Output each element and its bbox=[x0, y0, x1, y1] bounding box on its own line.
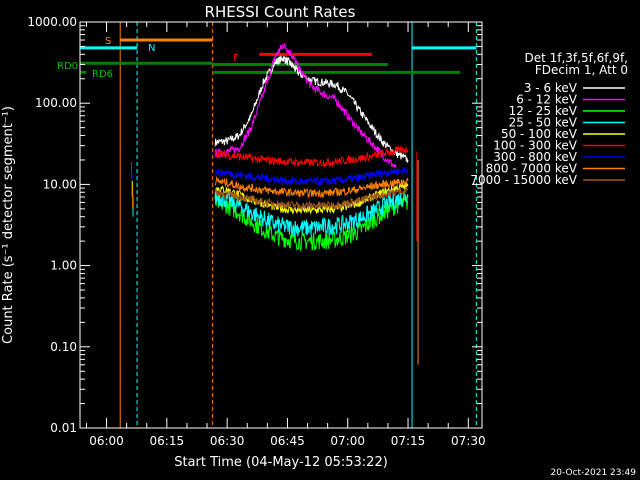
legend-entry-label: 3 - 6 keV bbox=[524, 81, 578, 95]
y-tick-label: 10.00 bbox=[43, 177, 77, 191]
flag-label: RD6 bbox=[92, 69, 113, 80]
x-axis-label: Start Time (04-May-12 05:53:22) bbox=[174, 455, 388, 470]
series-line bbox=[214, 186, 409, 211]
footer-timestamp: 20-Oct-2021 23:49 bbox=[551, 468, 637, 478]
plot-frame bbox=[79, 21, 483, 429]
plot-area: S N F RD0 RD6 bbox=[57, 22, 477, 428]
legend-entry-label: 25 - 50 keV bbox=[509, 116, 578, 130]
legend-header: Det 1f,3f,5f,6f,9f, bbox=[524, 51, 628, 65]
legend-entry-label: 100 - 300 keV bbox=[493, 139, 577, 153]
series-line bbox=[214, 167, 409, 186]
y-tick-label: 0.10 bbox=[50, 340, 77, 354]
series-line bbox=[215, 182, 409, 215]
y-axis-label: Count Rate (s⁻¹ detector segment⁻¹) bbox=[1, 106, 16, 344]
x-tick-label: 07:30 bbox=[451, 434, 486, 448]
series-line bbox=[214, 189, 409, 237]
x-tick-label: 07:15 bbox=[391, 434, 426, 448]
legend-entry-label: 6 - 12 keV bbox=[516, 93, 578, 107]
series-line bbox=[214, 43, 397, 169]
x-tick-label: 07:00 bbox=[330, 434, 365, 448]
legend-entry-label: 50 - 100 keV bbox=[501, 127, 578, 141]
flag-label: N bbox=[148, 43, 155, 54]
legend-entry-label: 800 - 7000 keV bbox=[486, 162, 578, 176]
x-tick-label: 06:30 bbox=[210, 434, 245, 448]
legend-entry-label: 300 - 800 keV bbox=[493, 150, 577, 164]
x-tick-label: 06:45 bbox=[270, 434, 305, 448]
series-line bbox=[214, 193, 409, 252]
y-tick-label: 0.01 bbox=[50, 421, 77, 435]
flag-label: RD0 bbox=[57, 61, 78, 72]
y-tick-label: 100.00 bbox=[35, 96, 77, 110]
series-line bbox=[214, 175, 409, 199]
legend-header: FDecim 1, Att 0 bbox=[535, 63, 628, 77]
x-tick-label: 06:15 bbox=[150, 434, 185, 448]
y-tick-label: 1.00 bbox=[50, 259, 77, 273]
legend-entry-label: 7000 - 15000 keV bbox=[470, 173, 577, 187]
flag-label: S bbox=[105, 36, 111, 47]
chart-title: RHESSI Count Rates bbox=[205, 3, 356, 21]
flag-label: F bbox=[233, 53, 239, 64]
legend-entry-label: 12 - 25 keV bbox=[509, 104, 578, 118]
legend: Det 1f,3f,5f,6f,9f,FDecim 1, Att 0 3 - 6 … bbox=[470, 51, 628, 187]
y-tick-label: 1000.00 bbox=[27, 15, 77, 29]
axis-ticks: 1000.00 100.00 10.00 1.00 0.10 0.01 06:00 06:15… bbox=[27, 15, 485, 448]
x-tick-label: 06:00 bbox=[89, 434, 124, 448]
series-line bbox=[214, 145, 409, 168]
